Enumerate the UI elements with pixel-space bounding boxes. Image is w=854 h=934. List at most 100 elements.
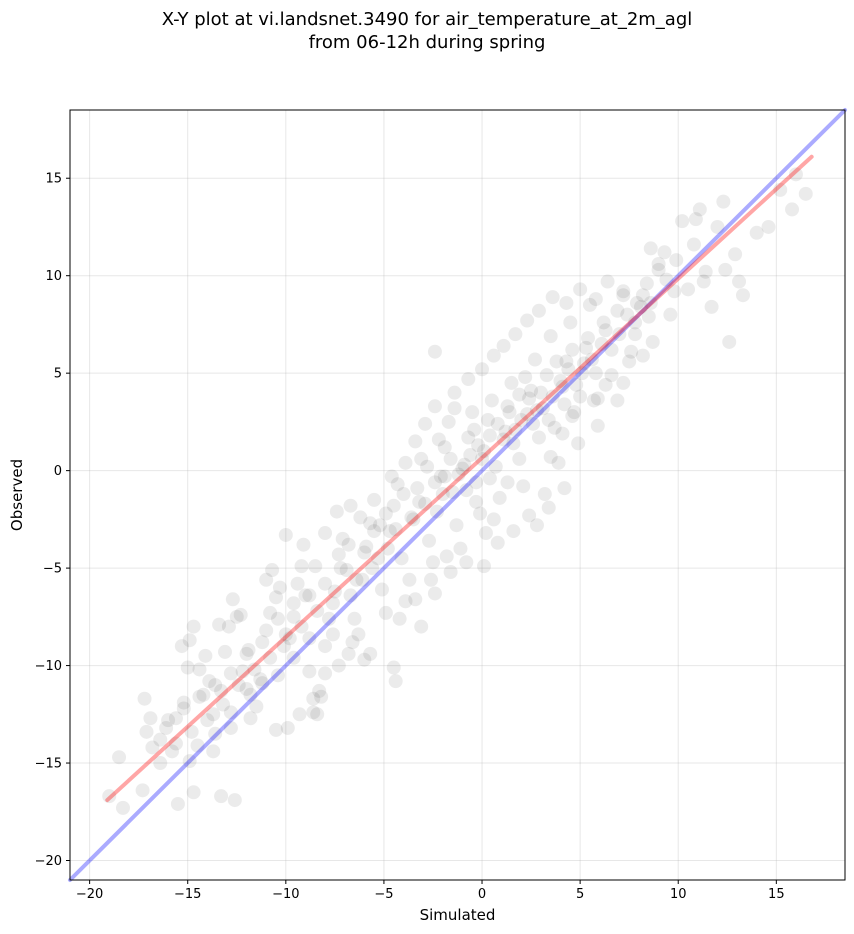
data-point — [598, 377, 613, 392]
data-point — [541, 412, 556, 427]
data-point — [577, 356, 592, 371]
data-point — [443, 451, 458, 466]
data-point — [184, 724, 199, 739]
data-point — [424, 572, 439, 587]
data-point — [235, 664, 250, 679]
data-point — [584, 352, 599, 367]
data-point — [318, 526, 333, 541]
data-point — [600, 274, 615, 289]
data-point — [539, 368, 554, 383]
data-point — [321, 611, 336, 626]
data-point — [604, 368, 619, 383]
data-point — [353, 510, 368, 525]
data-point — [586, 393, 601, 408]
data-point — [427, 344, 442, 359]
data-point — [443, 565, 458, 579]
data-point — [522, 508, 537, 523]
data-point — [359, 539, 374, 554]
data-point — [378, 605, 393, 620]
data-point — [357, 652, 372, 667]
data-point — [651, 262, 666, 277]
data-point — [722, 334, 737, 349]
data-point — [329, 504, 344, 519]
data-point — [482, 471, 497, 486]
data-point — [286, 609, 301, 624]
data-point — [643, 241, 658, 256]
data-point — [692, 202, 707, 217]
data-point — [367, 492, 382, 507]
y-tick-label: 0 — [54, 464, 62, 479]
data-point — [425, 555, 440, 570]
data-point — [529, 518, 544, 533]
data-point — [374, 582, 389, 597]
data-point — [365, 561, 380, 576]
data-point — [761, 219, 776, 234]
data-point — [331, 547, 346, 562]
data-point — [180, 660, 195, 675]
data-point — [290, 576, 305, 591]
data-point — [239, 646, 254, 661]
data-point — [555, 426, 570, 441]
data-point — [469, 494, 484, 509]
y-axis-label: Observed — [8, 459, 26, 531]
data-point — [718, 262, 733, 277]
data-point — [221, 619, 236, 634]
data-point — [214, 683, 229, 698]
data-point — [496, 432, 511, 447]
data-point — [588, 292, 603, 307]
data-point — [223, 666, 238, 681]
data-point — [206, 707, 221, 722]
reference-lines — [68, 108, 847, 882]
data-point — [512, 387, 527, 402]
data-point — [598, 323, 613, 338]
data-point — [259, 572, 274, 587]
data-point — [386, 498, 401, 513]
data-point — [263, 650, 278, 665]
y-tick-label: −5 — [43, 562, 62, 577]
data-point — [335, 531, 350, 546]
data-point — [508, 327, 523, 342]
data-point — [473, 506, 488, 521]
data-point — [704, 299, 719, 314]
data-point — [547, 420, 562, 435]
data-point — [269, 722, 284, 737]
data-point — [186, 619, 201, 634]
data-point — [159, 720, 174, 735]
data-point — [351, 627, 366, 642]
data-point — [439, 549, 454, 564]
data-point — [347, 611, 362, 626]
data-point — [588, 366, 603, 381]
data-point — [492, 490, 507, 505]
data-point — [518, 370, 533, 385]
data-point — [253, 672, 268, 687]
data-point — [298, 588, 313, 603]
data-point — [292, 707, 307, 722]
data-point — [543, 329, 558, 344]
data-point — [198, 648, 213, 663]
data-point — [208, 678, 223, 693]
data-point — [174, 639, 189, 654]
data-point — [798, 186, 813, 201]
data-point — [728, 247, 743, 262]
data-point — [681, 282, 696, 297]
data-point — [455, 461, 470, 476]
data-point — [514, 412, 529, 427]
data-point — [451, 467, 466, 482]
data-point — [551, 455, 566, 470]
data-point — [168, 736, 183, 751]
data-point — [563, 315, 578, 330]
grid-lines — [70, 110, 845, 880]
data-point — [696, 274, 711, 289]
data-point — [628, 315, 643, 330]
data-point — [218, 644, 232, 659]
data-point — [373, 518, 387, 533]
data-point — [543, 449, 558, 464]
x-axis-ticks: −20 −15 −10 −5 0 5 10 15 — [76, 880, 785, 902]
data-point — [463, 448, 478, 463]
data-point — [286, 596, 301, 611]
data-point — [165, 744, 180, 759]
data-point — [427, 399, 442, 414]
data-point — [296, 537, 311, 552]
data-point — [610, 303, 625, 318]
